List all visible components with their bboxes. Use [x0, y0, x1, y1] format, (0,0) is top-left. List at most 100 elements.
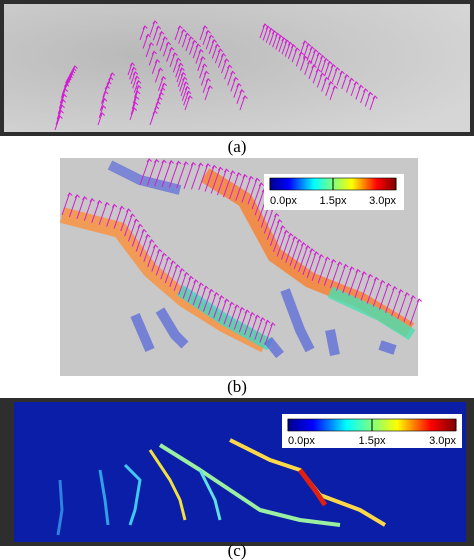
arrow [385, 286, 396, 313]
arrow-head [183, 81, 189, 86]
arrow-head [184, 32, 191, 37]
arrow [238, 310, 248, 333]
arrow-head [348, 77, 355, 82]
arrow-head [109, 72, 116, 77]
arrow-head [102, 97, 108, 102]
arrow [259, 320, 269, 343]
arrow [157, 76, 164, 91]
arrow [355, 85, 362, 100]
arrow [143, 239, 153, 262]
arrow [132, 91, 139, 104]
arrow [152, 26, 159, 41]
arrow-head [184, 271, 190, 276]
arrow-head [229, 301, 235, 306]
arrow-head [398, 289, 404, 294]
arrow-head [198, 162, 204, 167]
arrow [293, 242, 304, 269]
arrow-head [268, 27, 275, 32]
arrow-head [154, 59, 161, 64]
arrow [213, 295, 222, 319]
arrow [229, 172, 240, 200]
arrow [151, 59, 158, 75]
arrow-head [239, 306, 245, 311]
arrow [409, 298, 420, 326]
arrow-head [100, 105, 107, 110]
arrow-head [324, 256, 331, 261]
arrow [130, 102, 136, 115]
arrow-head [262, 23, 268, 28]
arrow [200, 71, 207, 86]
arrow [269, 30, 275, 46]
arrow-head [343, 263, 349, 268]
arrow-head [313, 251, 320, 256]
arrow [241, 176, 252, 203]
arrow-head [214, 43, 221, 48]
arrow [313, 52, 320, 67]
colorbar-label: 1.5px [320, 195, 347, 207]
arrow [184, 95, 191, 111]
arrow-head [379, 279, 386, 284]
arrow [366, 277, 377, 304]
arrow [211, 44, 218, 59]
arrow [129, 107, 135, 121]
arrow-head [234, 304, 240, 309]
arrow [135, 229, 145, 252]
arrow-head [186, 90, 192, 95]
arrow [162, 42, 169, 57]
arrow-head [303, 55, 309, 60]
arrow [166, 47, 173, 62]
arrow [169, 52, 176, 68]
arrow-head [284, 39, 290, 44]
arrow [254, 189, 265, 216]
arrow-head [183, 161, 189, 166]
arrow [181, 86, 188, 101]
arrow [160, 257, 169, 280]
arrow-head [404, 292, 410, 297]
arrow [169, 264, 178, 288]
arrow [185, 36, 192, 52]
arrow-head [363, 88, 369, 93]
arrow [139, 158, 150, 186]
arrow-head [260, 317, 266, 322]
arrow-head [155, 25, 162, 30]
arrow [99, 98, 105, 111]
arrow-head [328, 81, 334, 86]
caption: (b) [227, 377, 247, 396]
arrow-head [316, 51, 322, 57]
arrow [233, 307, 243, 330]
arrow-head [131, 66, 137, 71]
crack-line [56, 479, 64, 536]
arrow-head [213, 291, 220, 297]
arrow-head [162, 36, 168, 41]
arrow [300, 56, 306, 71]
arrow [262, 26, 269, 41]
arrow-head [367, 91, 374, 96]
arrow-head [208, 34, 214, 39]
arrow [275, 35, 282, 50]
arrow-head [169, 46, 175, 51]
arrow-head [136, 84, 142, 90]
arrow-head [296, 238, 302, 243]
arrow-head [323, 57, 329, 62]
arrow [244, 312, 253, 335]
caption: (a) [228, 137, 247, 156]
arrow-head [239, 89, 245, 94]
arrow-head [309, 248, 315, 253]
arrow [69, 65, 76, 81]
arrow [329, 85, 336, 101]
arrow-head [126, 208, 132, 213]
arrow-head [278, 34, 284, 39]
arrow [148, 51, 155, 66]
arrow-head [203, 70, 210, 75]
arrow-head [230, 170, 236, 175]
arrow [304, 60, 311, 75]
arrow [341, 74, 348, 89]
arrow-head [161, 252, 167, 257]
arrow [91, 200, 100, 223]
arrow-head [136, 79, 142, 85]
arrow [154, 68, 161, 83]
arrow [259, 23, 266, 39]
arrow-head [373, 276, 380, 281]
arrow-head [142, 25, 148, 30]
arrow [129, 67, 135, 80]
